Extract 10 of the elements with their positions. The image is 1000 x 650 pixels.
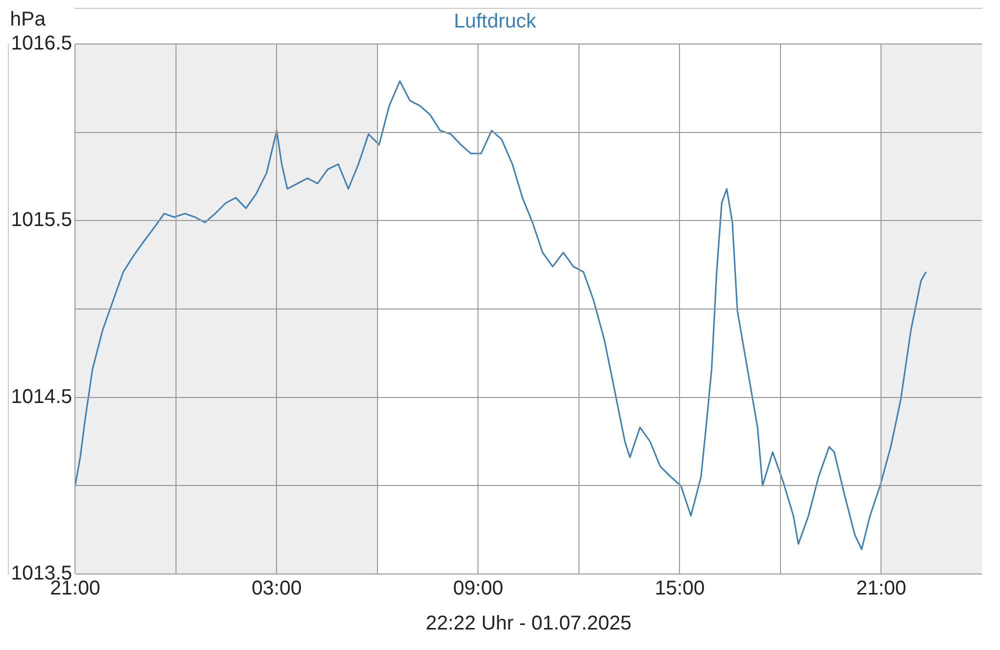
y-axis-title: hPa bbox=[10, 8, 46, 31]
x-tick-label: 15:00 bbox=[654, 578, 705, 600]
text: 22:22 Uhr - 01.07.2025 bbox=[426, 612, 632, 635]
x-tick-label: 09:00 bbox=[453, 578, 504, 600]
chart-title: Luftdruck bbox=[454, 10, 538, 33]
y-tick-label: 1014.5 bbox=[11, 386, 72, 408]
x-tick-label: 21:00 bbox=[856, 578, 906, 600]
x-tick-label: 03:00 bbox=[252, 578, 302, 600]
y-tick-label: 1015.5 bbox=[11, 209, 72, 232]
y-tick-label: 1016.5 bbox=[11, 32, 72, 55]
